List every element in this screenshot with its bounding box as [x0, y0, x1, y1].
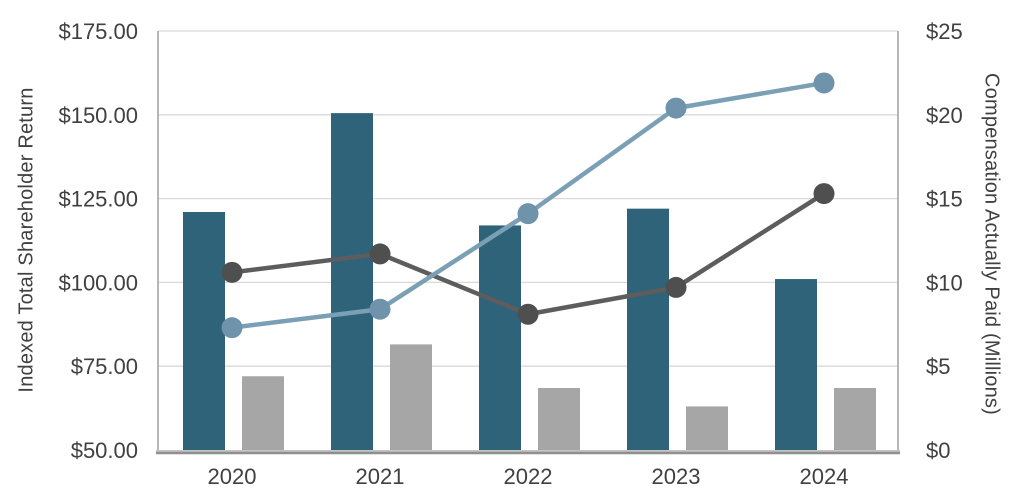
left-axis-tick-label: $100.00	[58, 270, 138, 295]
dark-gray-line-marker	[813, 183, 835, 205]
right-axis-tick-label: $0	[926, 438, 950, 463]
right-axis-tick-label: $20	[926, 103, 963, 128]
left-axis-tick-label: $50.00	[71, 438, 138, 463]
x-axis-category-label: 2024	[800, 464, 849, 489]
left-axis-tick-label: $75.00	[71, 354, 138, 379]
blue-line-marker	[517, 203, 539, 225]
gray-bars-bar	[834, 387, 876, 450]
gray-bars-bar	[242, 376, 284, 450]
left-axis-tick-label: $125.00	[58, 187, 138, 212]
right-axis-tick-label: $5	[926, 354, 950, 379]
blue-line-marker	[221, 317, 243, 339]
right-axis-tick-label: $25	[926, 19, 963, 44]
teal-bars-bar	[627, 208, 669, 450]
dark-gray-line-marker	[369, 243, 391, 265]
left-axis-tick-label: $175.00	[58, 19, 138, 44]
x-axis-category-label: 2021	[356, 464, 405, 489]
blue-line-marker	[665, 97, 687, 119]
right-axis-tick-label: $15	[926, 187, 963, 212]
left-axis-tick-label: $150.00	[58, 103, 138, 128]
gray-bars-bar	[390, 344, 432, 450]
teal-bars-bar	[331, 113, 373, 451]
dark-gray-line-marker	[517, 303, 539, 325]
right-axis-tick-label: $10	[926, 270, 963, 295]
x-axis-category-label: 2023	[652, 464, 701, 489]
right-axis-title: Compensation Actually Paid (Millions)	[980, 73, 1003, 415]
teal-bars-bar	[183, 212, 225, 450]
teal-bars-bar	[775, 279, 817, 450]
left-axis-title: Indexed Total Shareholder Return	[15, 87, 38, 393]
blue-line-marker	[813, 72, 835, 94]
gray-bars-bar	[686, 406, 728, 450]
teal-bars-bar	[479, 225, 521, 450]
blue-line-marker	[369, 298, 391, 320]
x-axis-category-label: 2022	[504, 464, 553, 489]
dark-gray-line-marker	[665, 276, 687, 298]
dark-gray-line-marker	[221, 261, 243, 283]
x-axis-category-label: 2020	[208, 464, 257, 489]
gray-bars-bar	[538, 387, 580, 450]
